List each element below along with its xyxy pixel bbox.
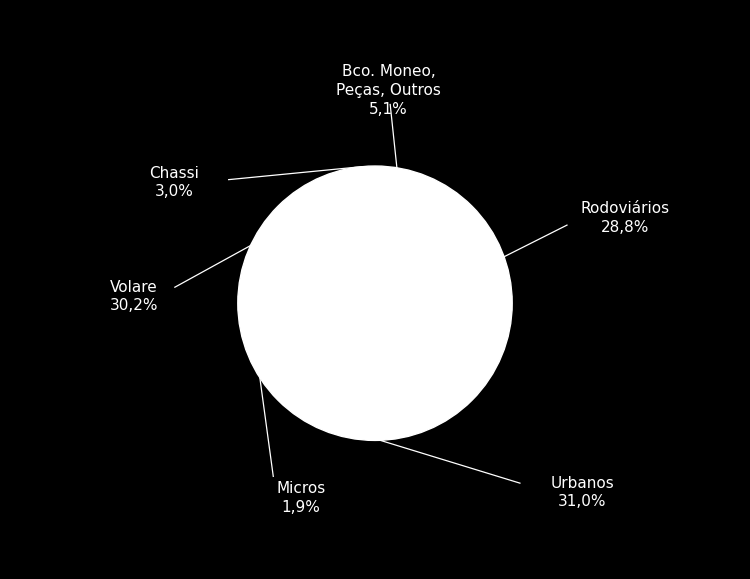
Text: Chassi
3,0%: Chassi 3,0% bbox=[149, 166, 200, 199]
Text: Urbanos
31,0%: Urbanos 31,0% bbox=[550, 476, 614, 510]
Text: Rodoviários
28,8%: Rodoviários 28,8% bbox=[580, 201, 670, 235]
Text: Volare
30,2%: Volare 30,2% bbox=[110, 280, 158, 313]
Circle shape bbox=[238, 166, 512, 441]
Text: Bco. Moneo,
Peças, Outros
5,1%: Bco. Moneo, Peças, Outros 5,1% bbox=[336, 64, 441, 116]
Text: Micros
1,9%: Micros 1,9% bbox=[276, 481, 326, 515]
